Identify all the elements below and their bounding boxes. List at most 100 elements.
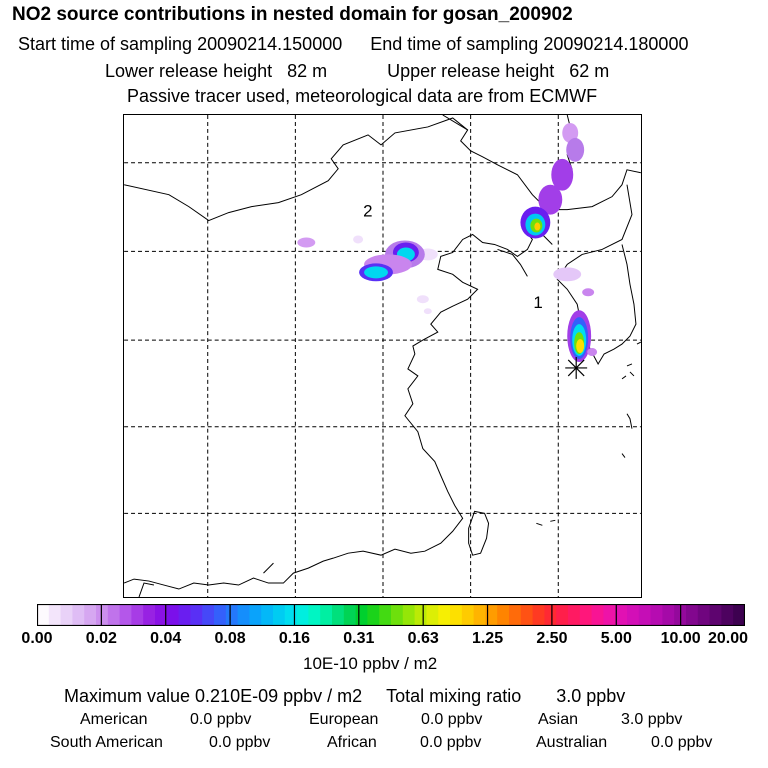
colorbar-swatch xyxy=(450,604,463,626)
colorbar-swatch xyxy=(202,604,215,626)
max-line: Maximum value 0.210E-09 ppbv / m2 Total m… xyxy=(64,686,625,707)
max-value: Maximum value 0.210E-09 ppbv / m2 xyxy=(64,686,363,706)
colorbar-tick-label: 2.50 xyxy=(536,630,568,647)
colorbar-swatch xyxy=(96,604,109,626)
lower-release-height: Lower release height 82 m xyxy=(105,61,328,81)
colorbar xyxy=(37,604,745,626)
colorbar-tick-label: 5.00 xyxy=(600,630,632,647)
plume-region-1 xyxy=(520,122,598,362)
colorbar-tick-label: 10.00 xyxy=(660,630,701,647)
colorbar-tick-label: 0.63 xyxy=(407,630,439,647)
colorbar-swatch xyxy=(37,604,50,626)
colorbar-swatch xyxy=(579,604,593,626)
colorbar-units: 10E-10 ppbv / m2 xyxy=(303,654,438,673)
australian-label: Australian xyxy=(536,734,608,751)
colorbar-swatch xyxy=(426,604,439,626)
tracer-note: Passive tracer used, meteorological data… xyxy=(127,86,598,106)
african-label: African xyxy=(327,734,377,751)
source-label-1: 1 xyxy=(533,293,542,312)
colorbar-tick-label: 1.25 xyxy=(471,630,504,647)
colorbar-swatch xyxy=(650,604,663,626)
american-value: 0.0 ppbv xyxy=(190,711,252,728)
european-value: 0.0 ppbv xyxy=(421,711,483,728)
colorbar-swatch xyxy=(603,604,616,626)
colorbar-swatch xyxy=(568,604,581,626)
colorbar-swatch xyxy=(273,604,286,626)
colorbar-swatch xyxy=(473,604,486,626)
source-label-2: 2 xyxy=(363,202,372,221)
colorbar-swatch xyxy=(367,604,380,626)
sampling-times: Start time of sampling 20090214.150000 En… xyxy=(18,34,688,55)
colorbar-swatch xyxy=(591,604,604,626)
american-label: American xyxy=(80,711,148,728)
colorbar-swatch xyxy=(320,604,333,626)
colorbar-swatch xyxy=(509,604,522,626)
plume-region-2 xyxy=(297,235,438,315)
south-american-value: 0.0 ppbv xyxy=(209,734,271,751)
colorbar-swatch xyxy=(296,604,309,626)
colorbar-swatch xyxy=(155,604,168,626)
australian-value: 0.0 ppbv xyxy=(651,734,713,751)
colorbar-swatch xyxy=(721,604,734,626)
colorbar-swatch xyxy=(178,604,191,626)
colorbar-swatch xyxy=(544,604,557,626)
colorbar-swatch xyxy=(237,604,250,626)
colorbar-swatch xyxy=(343,604,357,626)
colorbar-swatch xyxy=(733,604,745,626)
colorbar-swatch xyxy=(107,604,121,626)
colorbar-swatch xyxy=(497,604,510,626)
receptor-marker xyxy=(565,356,588,379)
map-coastlines xyxy=(124,115,641,597)
colorbar-swatch xyxy=(414,604,427,626)
end-sampling: End time of sampling 20090214.180000 xyxy=(370,34,689,54)
colorbar-swatch xyxy=(556,604,569,626)
colorbar-swatch xyxy=(638,604,652,626)
colorbar-swatch xyxy=(214,604,227,626)
colorbar-swatch xyxy=(84,604,97,626)
colorbar-swatch xyxy=(355,604,368,626)
colorbar-swatch xyxy=(391,604,404,626)
colorbar-swatch xyxy=(662,604,675,626)
colorbar-swatch xyxy=(225,604,239,626)
total-mixing-ratio: Total mixing ratio 3.0 ppbv xyxy=(386,686,626,706)
colorbar-swatch xyxy=(308,604,321,626)
colorbar-swatch xyxy=(485,604,498,626)
south-american-label: South American xyxy=(50,734,163,751)
asian-label: Asian xyxy=(538,711,579,728)
colorbar-swatch xyxy=(143,604,156,626)
colorbar-swatch xyxy=(438,604,451,626)
colorbar-swatch xyxy=(461,604,475,626)
colorbar-swatch xyxy=(119,604,132,626)
colorbar-swatch xyxy=(627,604,640,626)
african-value: 0.0 ppbv xyxy=(420,734,482,751)
colorbar-swatch xyxy=(615,604,628,626)
plot-title: NO2 source contributions in nested domai… xyxy=(12,4,573,25)
colorbar-tick-label: 0.04 xyxy=(150,630,182,647)
release-heights: Lower release height 82 m Upper release h… xyxy=(105,61,609,82)
colorbar-swatch xyxy=(284,604,298,626)
asian-value: 3.0 ppbv xyxy=(621,711,683,728)
colorbar-swatch xyxy=(532,604,545,626)
colorbar-tick-label: 20.00 xyxy=(707,630,749,647)
colorbar-swatch xyxy=(190,604,203,626)
european-label: European xyxy=(309,711,379,728)
colorbar-swatch xyxy=(72,604,85,626)
upper-release-height: Upper release height 62 m xyxy=(387,61,610,81)
colorbar-swatch xyxy=(131,604,144,626)
colorbar-swatch xyxy=(48,604,62,626)
colorbar-tick-label: 0.02 xyxy=(85,630,117,647)
colorbar-swatch xyxy=(60,604,73,626)
colorbar-swatch xyxy=(332,604,345,626)
colorbar-tick-label: 0.31 xyxy=(343,630,375,647)
colorbar-swatch xyxy=(686,604,699,626)
colorbar-swatch xyxy=(261,604,274,626)
colorbar-swatch xyxy=(166,604,180,626)
map-panel: 1 2 xyxy=(123,114,642,598)
start-sampling: Start time of sampling 20090214.150000 xyxy=(18,34,343,54)
colorbar-tick-label: 0.16 xyxy=(278,630,311,647)
colorbar-tick-label: 0.00 xyxy=(21,630,53,647)
colorbar-tick-label: 0.08 xyxy=(214,630,246,647)
colorbar-swatch xyxy=(709,604,722,626)
colorbar-swatch xyxy=(379,604,392,626)
colorbar-swatch xyxy=(520,604,534,626)
